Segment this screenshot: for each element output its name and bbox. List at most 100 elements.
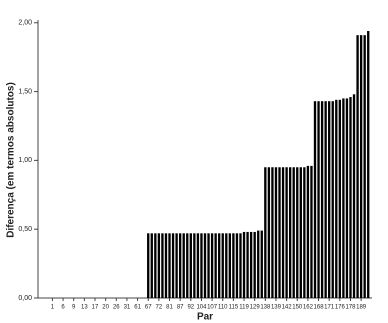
x-tick-label: 13 (81, 305, 88, 311)
x-tick-label: 110 (218, 305, 228, 311)
bar (157, 233, 161, 298)
x-tick-label: 142 (282, 305, 293, 311)
bar (306, 165, 310, 298)
bar (207, 233, 210, 298)
bar (193, 233, 196, 298)
bar (161, 233, 164, 298)
bar (285, 167, 288, 298)
x-tick-label: 9 (72, 305, 76, 311)
x-tick-label: 138 (260, 305, 271, 311)
bar (186, 233, 189, 298)
bar (313, 101, 317, 298)
bar (345, 98, 349, 298)
bar (310, 165, 313, 298)
bar (164, 233, 168, 298)
bar (246, 231, 249, 298)
y-tick-label: 0,00 (18, 295, 32, 302)
bar (257, 230, 260, 298)
x-tick-label: 171 (324, 305, 335, 311)
x-tick-label: 20 (102, 305, 109, 311)
bar (281, 167, 285, 298)
y-axis-title: Diferença (em termos absolutos) (6, 82, 17, 238)
bar (175, 233, 178, 298)
bar (221, 233, 224, 298)
x-tick-label: 189 (356, 305, 367, 311)
bar (335, 99, 338, 299)
y-tick-label: 0,50 (18, 226, 32, 233)
bar (189, 233, 192, 298)
bar (320, 101, 324, 298)
x-tick-label: 150 (292, 305, 303, 311)
bar (292, 167, 295, 298)
bar (196, 233, 200, 298)
bar (303, 167, 306, 298)
bar (299, 167, 302, 298)
x-tick-label: 139 (271, 305, 282, 311)
bar (271, 167, 274, 298)
bar (147, 233, 150, 298)
bar (352, 94, 356, 298)
bar (367, 31, 370, 299)
bar (168, 233, 171, 298)
x-tick-label: 61 (134, 305, 141, 311)
x-tick-label: 129 (250, 305, 261, 311)
bar (228, 233, 232, 298)
x-tick-label: 178 (345, 305, 356, 311)
x-tick-label: 104 (196, 305, 207, 311)
bar (328, 101, 331, 298)
bar (218, 233, 221, 298)
bar (288, 167, 292, 298)
bar (171, 233, 175, 298)
bar (242, 231, 246, 298)
bar (296, 167, 299, 298)
bar (331, 101, 334, 298)
x-tick-label: 72 (156, 305, 163, 311)
x-tick-label: 176 (335, 305, 346, 311)
y-tick-label: 1,00 (18, 157, 32, 164)
bar (324, 101, 327, 298)
bar (338, 99, 342, 299)
bar (356, 35, 359, 299)
x-tick-label: 17 (92, 305, 99, 311)
bar (154, 233, 157, 298)
bar (342, 98, 345, 298)
bar (278, 167, 281, 298)
bar (214, 233, 217, 298)
bar (359, 35, 363, 299)
bar (274, 167, 278, 298)
bar (239, 233, 242, 298)
y-tick-label: 1,50 (18, 88, 32, 95)
x-tick-label: 31 (124, 305, 131, 311)
bar (200, 233, 203, 298)
bar (317, 101, 320, 298)
bar (150, 233, 153, 298)
bar (203, 233, 207, 298)
x-tick-label: 168 (314, 305, 325, 311)
x-tick-label: 26 (113, 305, 120, 311)
bar (264, 167, 267, 298)
x-tick-label: 1 (51, 305, 55, 311)
bar (225, 233, 228, 298)
x-tick-label: 119 (239, 305, 249, 311)
bar (260, 230, 263, 298)
bar (249, 231, 253, 298)
bar (210, 233, 214, 298)
bar (178, 233, 182, 298)
x-tick-label: 115 (229, 305, 239, 311)
bar (182, 233, 185, 298)
x-tick-label: 81 (166, 305, 173, 311)
bar (235, 233, 239, 298)
bar (363, 35, 366, 299)
x-tick-label: 87 (177, 305, 184, 311)
x-tick-label: 67 (145, 305, 152, 311)
bar (253, 231, 256, 298)
y-tick-label: 2,00 (18, 20, 32, 27)
x-tick-label: 107 (207, 305, 218, 311)
bar (232, 233, 235, 298)
bar (349, 97, 352, 298)
x-tick-label: 162 (303, 305, 314, 311)
x-tick-label: 92 (187, 305, 194, 311)
x-tick-label: 6 (61, 305, 65, 311)
